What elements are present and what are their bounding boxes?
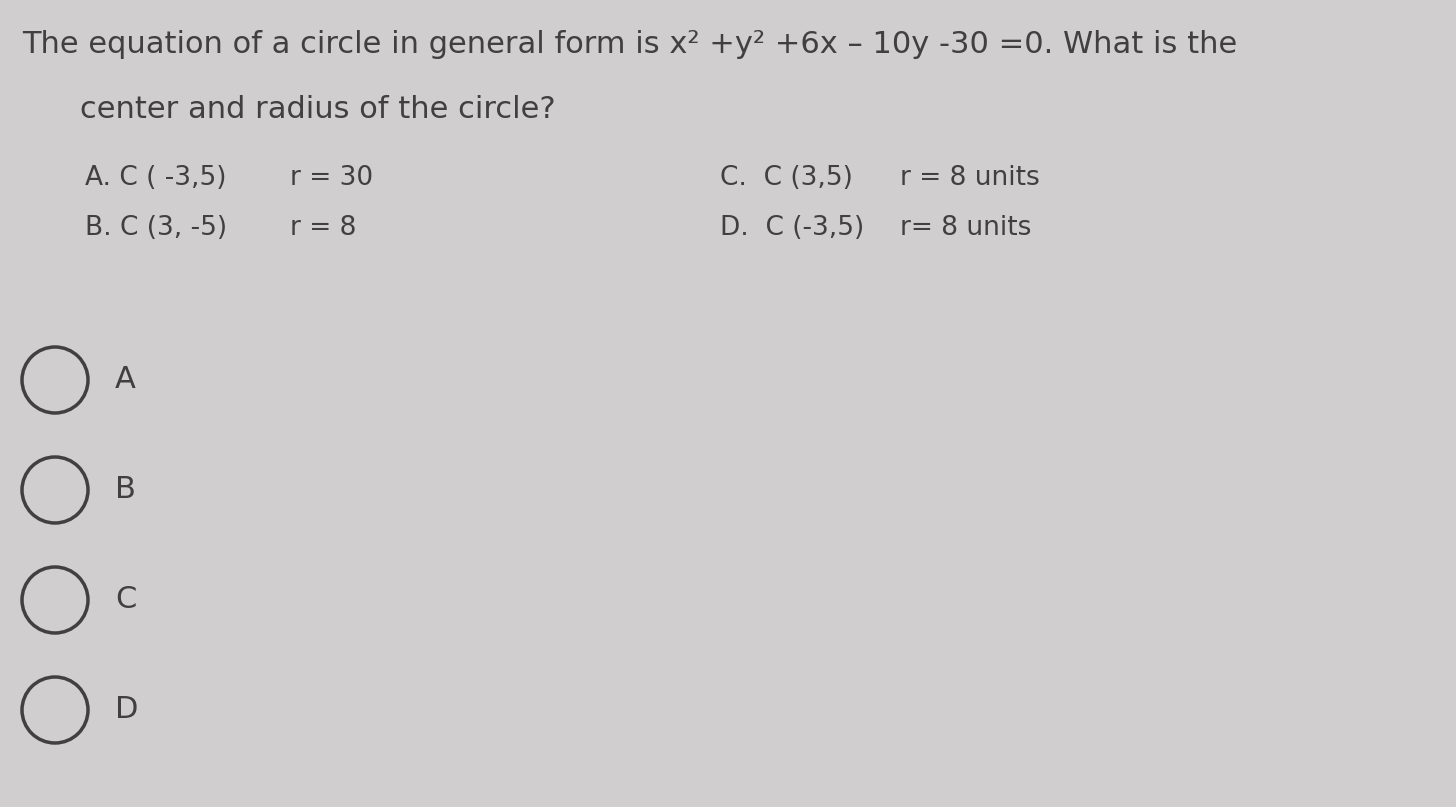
Text: D: D <box>115 696 138 725</box>
Text: r = 8 units: r = 8 units <box>900 165 1040 191</box>
Text: r = 30: r = 30 <box>290 165 373 191</box>
Text: B. C (3, -5): B. C (3, -5) <box>84 215 227 241</box>
Text: r = 8: r = 8 <box>290 215 357 241</box>
Text: C.  C (3,5): C. C (3,5) <box>721 165 853 191</box>
Text: D.  C (-3,5): D. C (-3,5) <box>721 215 865 241</box>
Text: The equation of a circle in general form is x² +y² +6x – 10y -30 =0. What is the: The equation of a circle in general form… <box>22 30 1238 59</box>
Text: center and radius of the circle?: center and radius of the circle? <box>80 95 556 124</box>
Text: r= 8 units: r= 8 units <box>900 215 1031 241</box>
Text: B: B <box>115 475 135 504</box>
Text: A: A <box>115 366 135 395</box>
Text: C: C <box>115 586 137 614</box>
Text: A. C ( -3,5): A. C ( -3,5) <box>84 165 227 191</box>
